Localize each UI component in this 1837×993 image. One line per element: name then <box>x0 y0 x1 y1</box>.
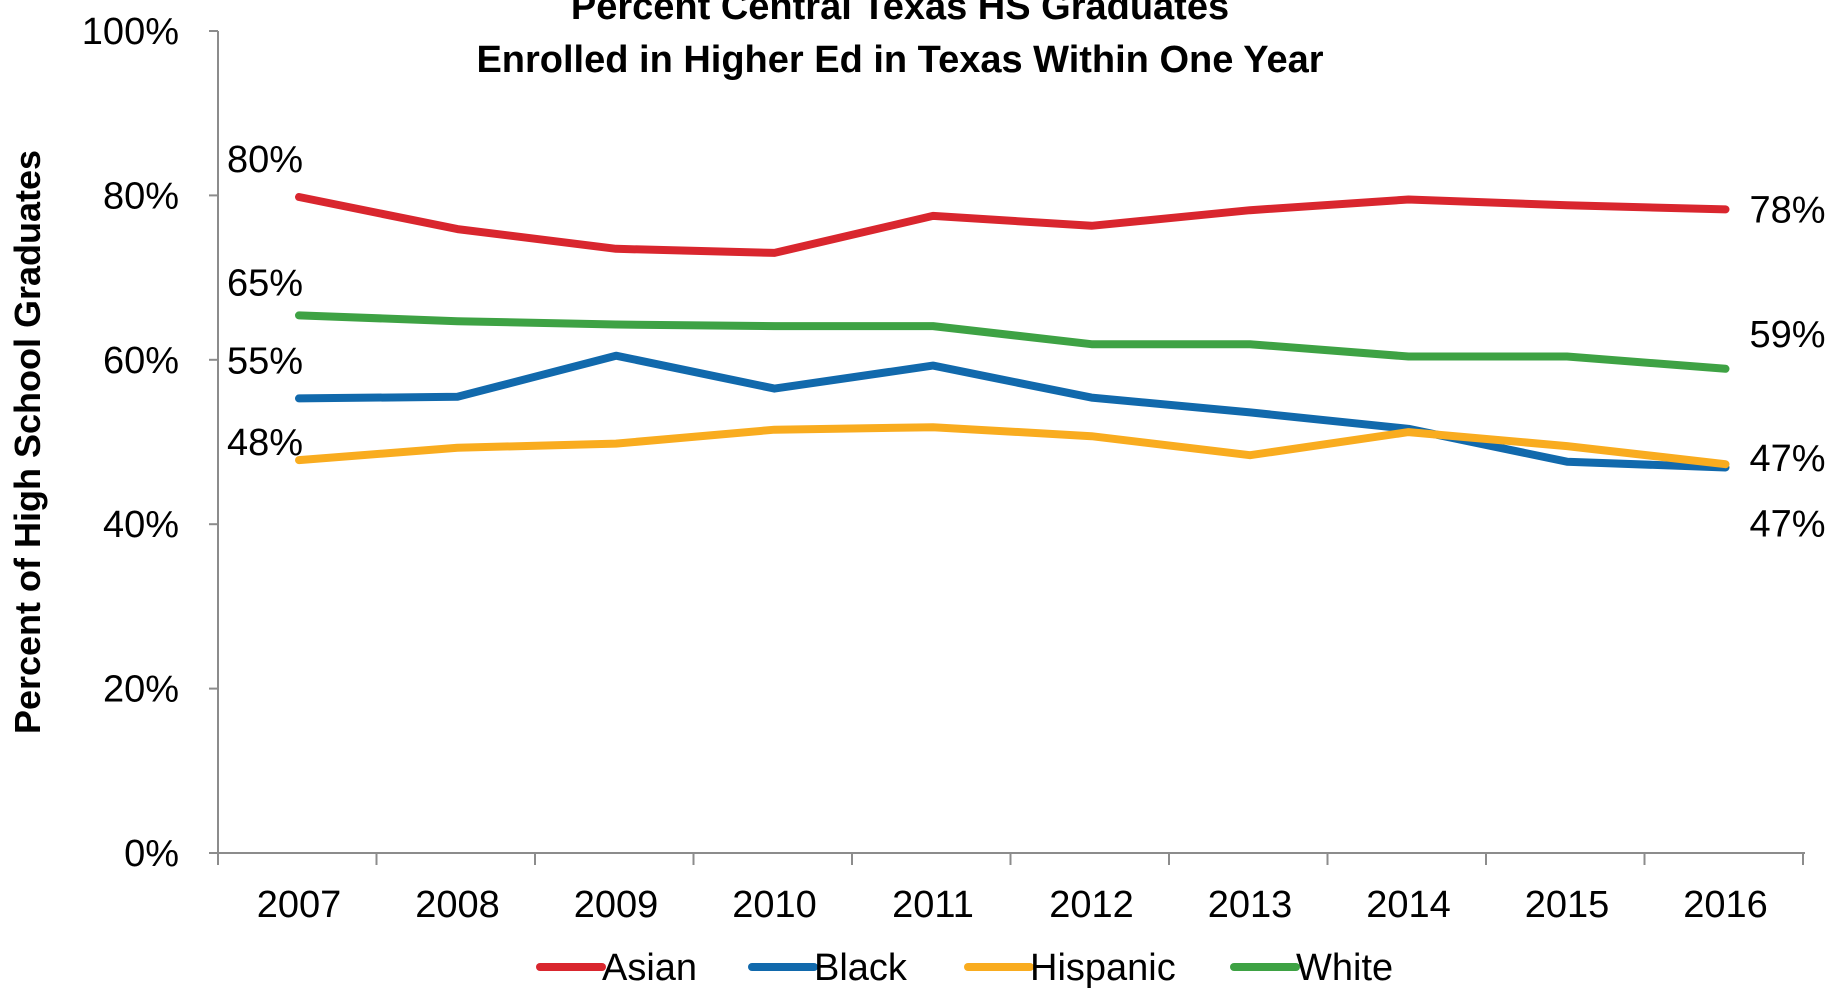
series-line-black <box>295 351 1730 472</box>
y-tick-label: 80% <box>103 175 179 217</box>
x-tick-label: 2008 <box>415 884 500 926</box>
axes: 0% 20% 40% 60% 80% 100% 2007 2008 2009 2010 2011 20… <box>82 11 1805 926</box>
x-tick-label: 2012 <box>1049 884 1134 926</box>
x-tick-label: 2016 <box>1683 884 1768 926</box>
legend-label-hispanic: Hispanic <box>1030 947 1176 988</box>
data-label-start-hispanic: 48% <box>227 422 303 464</box>
y-tick-label: 100% <box>82 11 179 53</box>
series-line-asian <box>295 193 1730 257</box>
x-tick-label: 2011 <box>892 884 974 926</box>
data-label-start-asian: 80% <box>227 139 303 181</box>
y-tick-label: 0% <box>124 833 179 875</box>
y-axis-title: Percent of High School Graduates <box>7 150 48 734</box>
x-tick-label: 2010 <box>732 884 817 926</box>
data-labels: 80% 78% 55% 47% 48% 47% 65% 59% <box>227 139 1826 545</box>
x-tick-label: 2009 <box>574 884 659 926</box>
y-axis-title-text: Percent of High School Graduates <box>7 150 48 734</box>
chart-title: Percent Central Texas HS Graduates Enroll… <box>476 0 1323 81</box>
x-tick-label: 2013 <box>1208 884 1293 926</box>
y-tick-label: 40% <box>103 504 179 546</box>
data-label-end-hispanic: 47% <box>1750 438 1826 480</box>
chart-title-line-2: Enrolled in Higher Ed in Texas Within On… <box>476 39 1323 81</box>
x-tick-label: 2007 <box>257 884 342 926</box>
data-label-end-asian: 78% <box>1750 189 1826 231</box>
data-label-start-black: 55% <box>227 340 303 382</box>
x-tick-label: 2014 <box>1366 884 1451 926</box>
series-line-white <box>295 311 1730 373</box>
chart-title-line-1: Percent Central Texas HS Graduates <box>571 0 1229 28</box>
data-label-end-white: 59% <box>1750 314 1826 356</box>
x-tick-label: 2015 <box>1525 884 1610 926</box>
data-label-end-black: 47% <box>1750 503 1826 545</box>
data-label-start-white: 65% <box>227 262 303 304</box>
legend-label-white: White <box>1296 947 1393 988</box>
y-tick-label: 60% <box>103 340 179 382</box>
series-line-hispanic <box>295 423 1730 469</box>
legend-label-asian: Asian <box>602 947 697 988</box>
legend-label-black: Black <box>814 947 908 988</box>
series-lines <box>295 193 1730 472</box>
legend: Asian Black Hispanic White <box>536 947 1393 989</box>
y-tick-label: 20% <box>103 669 179 711</box>
